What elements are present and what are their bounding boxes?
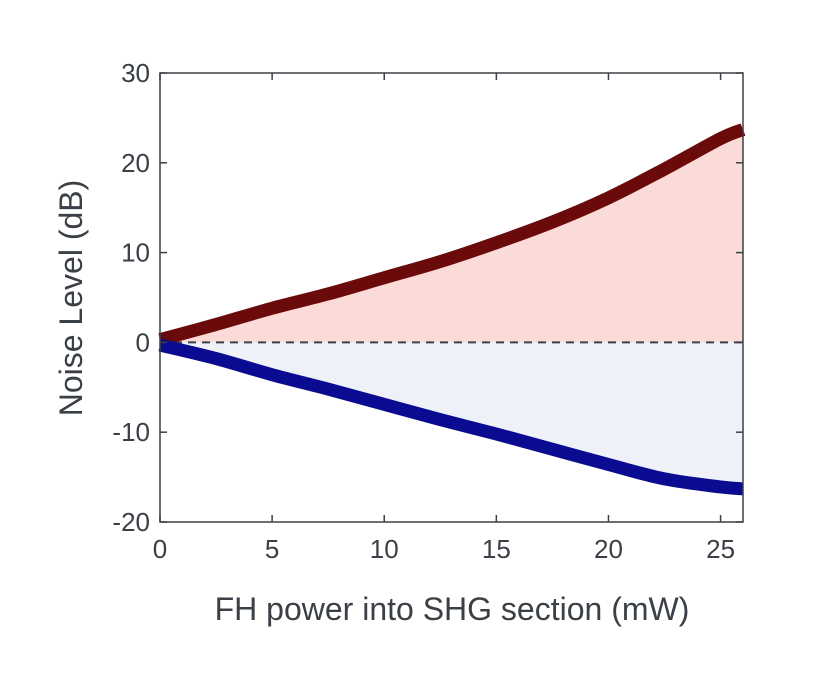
x-tick-label: 20: [594, 534, 623, 564]
y-tick-label: 0: [136, 327, 150, 357]
y-axis-label: Noise Level (dB): [53, 180, 89, 417]
series-0-fill-area: [160, 129, 743, 343]
y-tick-label: 20: [121, 148, 150, 178]
x-axis-label: FH power into SHG section (mW): [215, 591, 690, 627]
y-tick-label: -20: [112, 507, 150, 537]
series-0-line: [158, 123, 746, 346]
plot-frame: [159, 72, 744, 523]
series-1-line: [158, 338, 744, 496]
y-tick-label: 10: [121, 238, 150, 268]
x-tick-label: 0: [153, 534, 167, 564]
x-tick-label: 5: [265, 534, 279, 564]
x-tick-label: 25: [706, 534, 735, 564]
x-tick-label: 15: [482, 534, 511, 564]
axes-group: [159, 72, 744, 523]
ticks-group: 0 5 10 15 20 25 -20 -10 0 10 20 30: [112, 58, 743, 564]
y-tick-label: -10: [112, 417, 150, 447]
x-tick-label: 10: [370, 534, 399, 564]
y-tick-label: 30: [121, 58, 150, 88]
series-curves: [158, 123, 746, 496]
